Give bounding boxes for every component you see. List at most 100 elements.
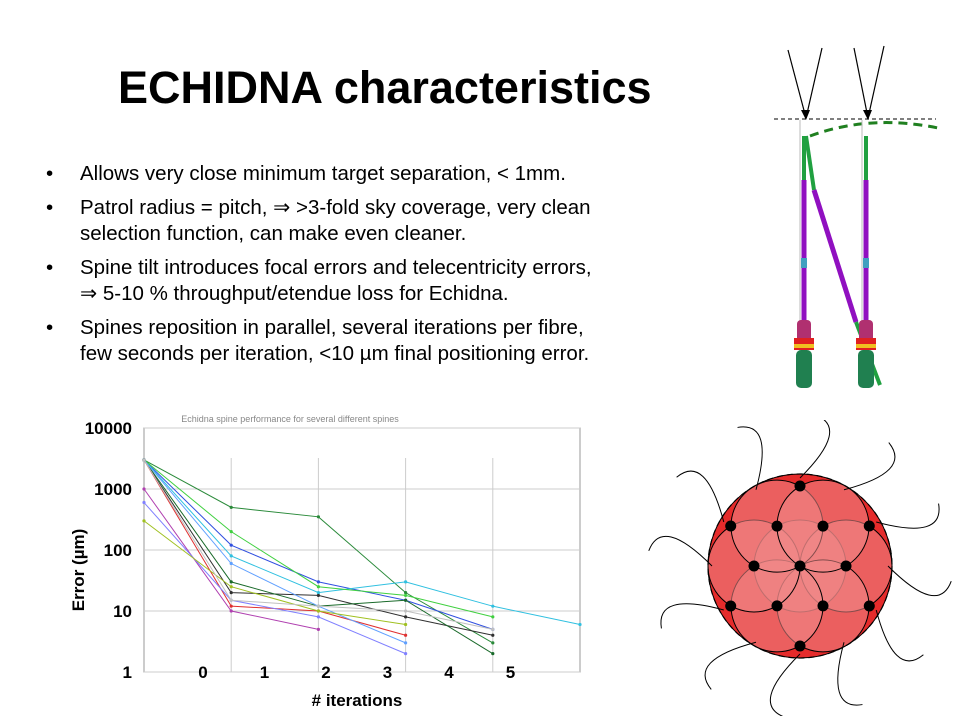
spine-position-dot (725, 600, 737, 612)
y-tick-labels: 10000 1000 100 10 1 (85, 419, 132, 682)
data-point (316, 591, 320, 595)
bullet-dot-icon: • (46, 162, 54, 185)
bullet-dot-icon: • (46, 316, 54, 339)
spine-tilt-diagram (774, 45, 939, 388)
series-line (143, 520, 406, 626)
neighbour-arc (676, 470, 725, 523)
bullet-item: • Patrol radius = pitch, ⇒ >3-fold sky c… (44, 195, 764, 247)
spine-position-dot (748, 560, 760, 572)
neighbour-arc (799, 420, 831, 479)
neighbour-arc (737, 426, 763, 490)
data-point (316, 593, 320, 598)
x-tick-label: 2 (321, 663, 330, 682)
bullet-list: • Allows very close minimum target separ… (44, 161, 764, 375)
spine-position-dot (817, 520, 829, 532)
spine-position-dot (794, 640, 806, 652)
data-point (229, 598, 233, 602)
bullet-line: few seconds per iteration, <10 µm final … (80, 342, 590, 365)
spine-actuator-band (856, 344, 876, 348)
data-point (316, 615, 320, 619)
x-tick-label: 1 (260, 663, 269, 682)
x-tick-labels: 0 1 2 3 4 5 (198, 663, 515, 682)
data-point (229, 609, 233, 613)
neighbour-arc (876, 503, 940, 529)
data-point (229, 561, 233, 566)
y-tick-label: 1 (123, 663, 132, 682)
spine-tip (804, 135, 816, 191)
incoming-ray (787, 49, 807, 119)
arrowhead-icon (863, 110, 872, 120)
neighbour-arc (875, 609, 924, 662)
patrol-coverage-diagram (648, 420, 952, 716)
x-tick-label: 0 (198, 663, 207, 682)
spine-position-dot (863, 520, 875, 532)
neighbour-arc (704, 641, 757, 690)
data-point (404, 622, 408, 627)
data-point (316, 604, 320, 608)
data-point (229, 543, 233, 547)
data-point (142, 458, 146, 462)
spine-base (796, 350, 812, 388)
bullet-line: Allows very close minimum target separat… (80, 162, 566, 185)
spine-position-dot (817, 600, 829, 612)
bullet-line: selection function, can make even cleane… (80, 222, 467, 245)
bullet-item: • Spines reposition in parallel, several… (44, 315, 764, 367)
x-axis-label: # iterations (312, 691, 403, 710)
neighbour-arc (843, 442, 896, 491)
chart-series-group (142, 458, 582, 656)
data-point (229, 591, 233, 595)
y-tick-label: 1000 (94, 480, 132, 499)
data-point (316, 585, 320, 589)
neighbour-arc (648, 535, 713, 567)
series-line (143, 459, 406, 644)
bullet-line: Spine tilt introduces focal errors and t… (80, 256, 592, 279)
spine-base (858, 350, 874, 388)
data-point (404, 652, 408, 656)
data-point (491, 615, 495, 619)
data-point (142, 519, 146, 523)
neighbour-arc (769, 653, 801, 716)
data-point (404, 633, 408, 637)
y-tick-label: 100 (104, 541, 132, 560)
series-line (143, 459, 581, 626)
spine-position-dot (794, 560, 806, 572)
spine-position-dot (725, 520, 737, 532)
incoming-ray (805, 47, 823, 119)
data-point (491, 641, 495, 645)
data-point (578, 622, 582, 627)
bullet-dot-icon: • (46, 256, 54, 279)
data-point (316, 609, 320, 613)
spine-position-dot (840, 560, 852, 572)
bullet-item: • Spine tilt introduces focal errors and… (44, 255, 764, 307)
data-point (404, 591, 408, 595)
bullet-dot-icon: • (46, 196, 54, 219)
series-line (143, 502, 406, 655)
arrowhead-icon (801, 110, 810, 120)
data-point (404, 615, 408, 619)
spine-actuator-band (794, 344, 814, 348)
y-axis-label: Error (µm) (69, 529, 88, 612)
spine-position-dot (794, 480, 806, 492)
data-point (404, 641, 408, 645)
data-point (404, 593, 408, 598)
spine-position-dot (771, 600, 783, 612)
neighbour-arc (837, 642, 863, 706)
data-point (491, 627, 495, 631)
bullet-line: ⇒ 5-10 % throughput/etendue loss for Ech… (80, 282, 509, 305)
data-point (142, 500, 146, 505)
neighbour-arc (660, 603, 724, 629)
data-point (229, 530, 233, 534)
field-boundary (707, 473, 893, 659)
data-point (491, 652, 495, 656)
bullet-line: Patrol radius = pitch, ⇒ >3-fold sky cov… (80, 196, 591, 219)
data-point (316, 580, 320, 584)
focal-surface-curve (809, 121, 939, 138)
incoming-ray (853, 47, 869, 119)
x-tick-label: 3 (383, 663, 392, 682)
error-vs-iterations-chart: Echidna spine performance for several di… (69, 414, 582, 710)
y-tick-label: 10 (113, 602, 132, 621)
data-point (316, 627, 320, 631)
data-point (404, 580, 408, 584)
data-point (491, 604, 495, 608)
data-point (229, 580, 233, 584)
